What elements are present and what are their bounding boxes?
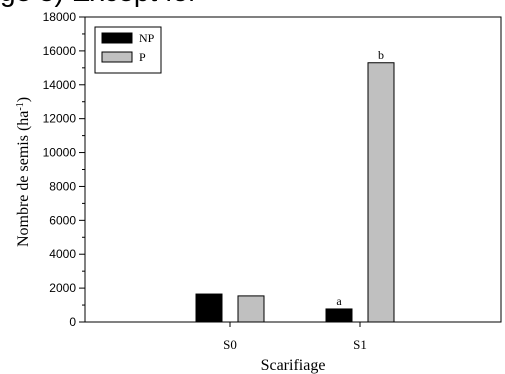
bar-np-s1: [325, 308, 353, 323]
y-tick-label: 2000: [49, 281, 76, 295]
bar-np-s0: [195, 293, 223, 323]
y-tick-label: 14000: [43, 78, 77, 92]
page-text-fragment: ge 3) Except for: [0, 0, 198, 8]
y-axis-ticks: 0 2000 4000 6000 8000 10000 12000 14000 16000 180…: [43, 10, 85, 329]
y-tick-label: 12000: [43, 112, 77, 126]
x-category-label: S1: [353, 337, 367, 352]
bars: [195, 62, 395, 323]
legend-label-p: P: [139, 50, 146, 64]
y-tick-label: 4000: [49, 247, 76, 261]
y-tick-label: 8000: [49, 179, 76, 193]
y-axis-title-end: ): [15, 97, 32, 102]
legend-label-np: NP: [139, 31, 155, 45]
y-axis-title-superscript: -1: [15, 102, 26, 110]
bar-p-s1: [367, 62, 395, 323]
x-axis-category-labels: S0 S1: [223, 322, 367, 352]
y-tick-label: 0: [69, 315, 76, 329]
bar-p-s0: [237, 295, 265, 323]
plot-frame: [84, 16, 502, 323]
bar-annotations: ab: [336, 48, 384, 308]
legend: NP P: [94, 26, 162, 74]
legend-swatch-p: [101, 51, 133, 63]
y-tick-label: 10000: [43, 146, 77, 160]
bar-annotation: b: [378, 48, 384, 62]
y-tick-label: 16000: [43, 44, 77, 58]
bar-annotation: a: [336, 294, 342, 308]
y-tick-label: 6000: [49, 213, 76, 227]
y-axis-title: Nombre de semis (ha-1): [15, 97, 33, 247]
legend-swatch-np: [101, 32, 133, 44]
y-tick-label: 18000: [43, 10, 77, 24]
x-category-label: S0: [223, 337, 237, 352]
y-axis-title-main: Nombre de semis (ha: [15, 111, 32, 247]
x-axis-title: Scarifiage: [261, 357, 326, 374]
